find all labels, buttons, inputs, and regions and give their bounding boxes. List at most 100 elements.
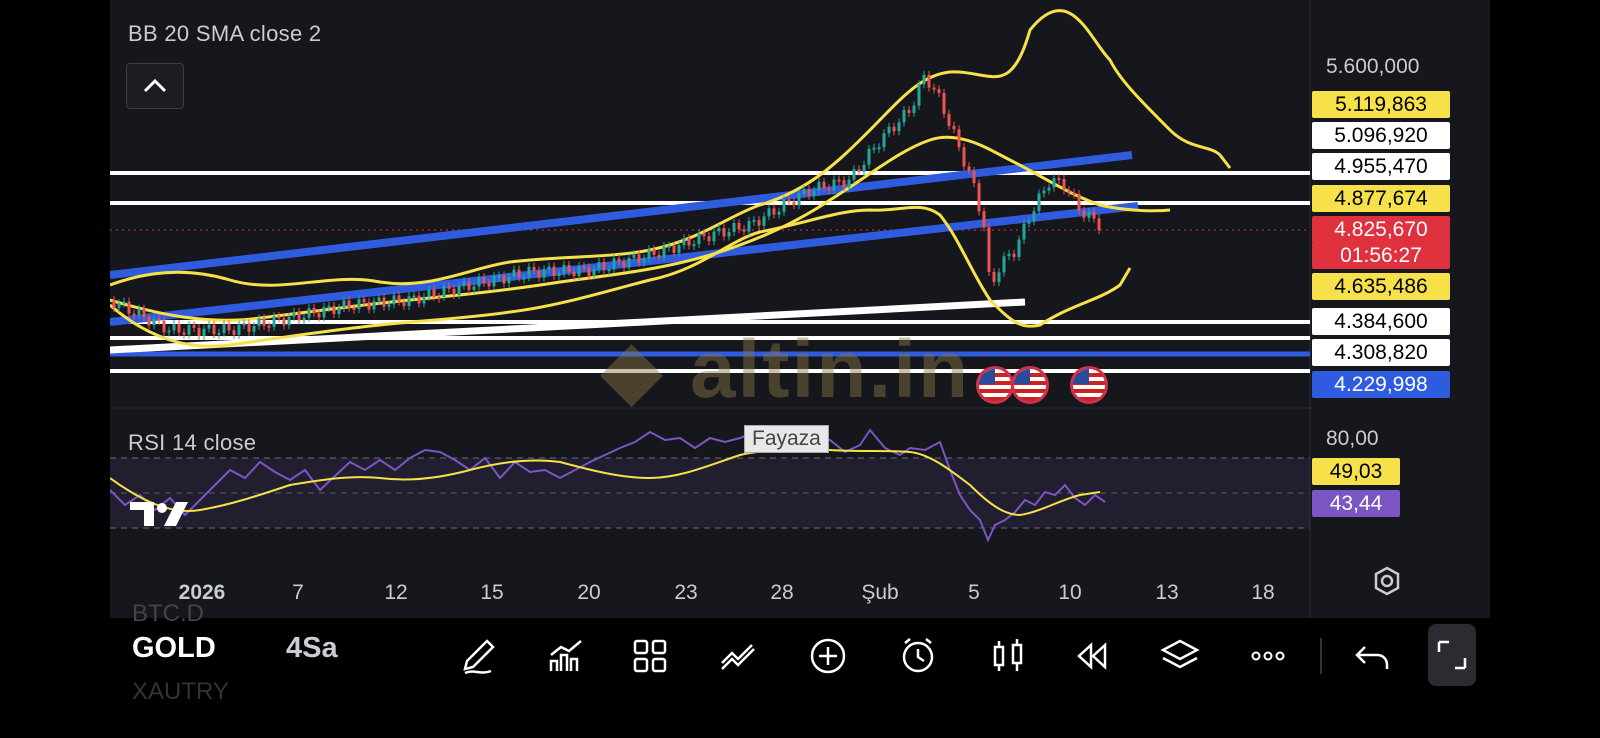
bb-indicator-label[interactable]: BB 20 SMA close 2: [128, 21, 322, 46]
candle-body: [652, 249, 656, 255]
candle-body: [497, 275, 501, 278]
chart-type-icon[interactable]: [984, 632, 1032, 680]
time-axis-tick: 5: [968, 581, 980, 604]
rsi-indicator-label[interactable]: RSI 14 close: [128, 430, 257, 455]
candle-body: [907, 110, 911, 113]
candle-body: [547, 266, 551, 270]
price-chart[interactable]: [110, 0, 1490, 618]
candlesticks[interactable]: [112, 70, 1101, 340]
candle-body: [272, 316, 276, 327]
trend-line-support[interactable]: [110, 298, 1026, 354]
candle-body: [747, 220, 751, 232]
candle-body: [1032, 211, 1036, 222]
candle-body: [1027, 221, 1031, 224]
candle-body: [357, 299, 361, 310]
candle-body: [1092, 211, 1096, 219]
candle-body: [857, 169, 861, 172]
candle-body: [267, 325, 271, 328]
candle-body: [432, 289, 436, 297]
bb-upper-band: [110, 9, 1232, 287]
undo-icon[interactable]: [1348, 632, 1396, 680]
candle-body: [932, 87, 936, 90]
chart-pane[interactable]: BB 20 SMA close 2 RSI 14 close ◆ altin.i…: [110, 0, 1490, 618]
candle-body: [987, 227, 991, 273]
candle-body: [422, 296, 426, 304]
candle-body: [147, 317, 151, 326]
candle-body: [447, 286, 451, 289]
pencil-icon[interactable]: [454, 632, 502, 680]
time-axis-tick: 7: [292, 581, 304, 604]
candle-body: [317, 313, 321, 318]
candle-body: [752, 219, 756, 222]
us-flag-event-icon[interactable]: [1070, 366, 1108, 404]
candle-body: [837, 179, 841, 182]
fullscreen-icon[interactable]: [1428, 624, 1476, 686]
add-icon[interactable]: [804, 632, 852, 680]
candle-body: [602, 261, 606, 270]
candle-body: [527, 266, 531, 278]
candle-body: [337, 307, 341, 315]
symbol-list-prev[interactable]: BTC.D: [132, 600, 204, 627]
candle-body: [202, 328, 206, 336]
indicators-icon[interactable]: [542, 632, 590, 680]
tradingview-logo: [130, 502, 188, 526]
time-axis-tick: 13: [1155, 581, 1179, 604]
candle-body: [957, 129, 961, 148]
templates-icon[interactable]: [626, 632, 674, 680]
candle-body: [397, 295, 401, 302]
symbol-name[interactable]: GOLD: [132, 632, 216, 664]
layers-icon[interactable]: [1156, 632, 1204, 680]
candle-body: [322, 307, 326, 318]
candle-body: [442, 286, 446, 298]
candle-body: [262, 318, 266, 326]
price-tag: 5.096,920: [1312, 122, 1450, 149]
candle-body: [367, 302, 371, 310]
us-flag-event-icon[interactable]: [1011, 366, 1049, 404]
candle-body: [1097, 218, 1101, 231]
candle-body: [897, 122, 901, 132]
time-axis-tick: 2026: [178, 581, 226, 604]
candle-body: [212, 324, 216, 335]
candle-body: [642, 258, 646, 263]
us-flag-event-icon[interactable]: [976, 366, 1014, 404]
candle-body: [157, 318, 161, 321]
candle-body: [557, 273, 561, 276]
candle-body: [1067, 190, 1071, 193]
candle-body: [817, 181, 821, 191]
candle-body: [892, 126, 896, 132]
candle-body: [722, 228, 726, 237]
candle-body: [967, 166, 971, 171]
candle-body: [887, 126, 891, 134]
candle-body: [387, 304, 391, 307]
candle-body: [127, 301, 131, 314]
symbol-list-next[interactable]: XAUTRY: [132, 678, 229, 700]
candle-body: [702, 233, 706, 237]
candle-body: [1057, 178, 1061, 181]
candle-body: [627, 257, 631, 268]
candle-body: [877, 147, 881, 150]
price-tag: 4.635,486: [1312, 273, 1450, 300]
candle-body: [427, 289, 431, 297]
alert-icon[interactable]: [894, 632, 942, 680]
more-icon[interactable]: [1244, 632, 1292, 680]
trend-line-upper[interactable]: [110, 151, 1133, 279]
collapse-button[interactable]: [126, 63, 184, 109]
candle-body: [597, 261, 601, 269]
replay-icon[interactable]: [1068, 632, 1116, 680]
bb-middle-band: [110, 135, 1171, 322]
candle-body: [457, 285, 461, 295]
candle-body: [612, 258, 616, 270]
candle-body: [227, 324, 231, 331]
chevron-up-icon: [143, 78, 167, 93]
candle-body: [882, 133, 886, 148]
rsi-value-tag: 43,44: [1312, 490, 1400, 517]
settings-gear-icon[interactable]: [1372, 566, 1402, 596]
candle-body: [997, 272, 1001, 283]
candle-body: [982, 211, 986, 228]
candle-body: [122, 301, 126, 304]
interval-selector[interactable]: 4Sa: [286, 632, 338, 664]
candle-body: [827, 188, 831, 191]
price-tag: 4.229,998: [1312, 371, 1450, 398]
compare-icon[interactable]: [715, 632, 763, 680]
candle-body: [282, 318, 286, 326]
